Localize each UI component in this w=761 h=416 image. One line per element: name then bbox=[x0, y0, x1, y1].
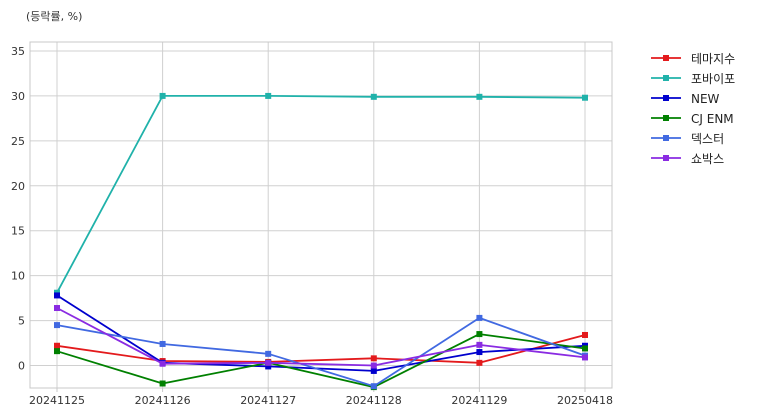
legend-marker bbox=[663, 155, 669, 161]
plot-frame bbox=[29, 41, 613, 389]
data-point bbox=[370, 383, 377, 390]
unit-label: (등락률, %) bbox=[26, 10, 82, 23]
data-point bbox=[54, 348, 60, 355]
data-point bbox=[582, 94, 588, 101]
legend-label: 덱스터 bbox=[691, 132, 724, 146]
legend-marker bbox=[663, 135, 669, 141]
series-line bbox=[56, 95, 586, 294]
data-point bbox=[476, 331, 483, 338]
y-tick-label: 25 bbox=[11, 135, 25, 148]
legend-label: 테마지수 bbox=[691, 52, 735, 66]
data-point bbox=[582, 354, 588, 361]
series-line bbox=[56, 333, 586, 389]
y-tick-label: 5 bbox=[18, 315, 25, 328]
legend-marker bbox=[663, 115, 669, 121]
data-point bbox=[370, 362, 377, 369]
series-line bbox=[56, 316, 586, 388]
legend-label: CJ ENM bbox=[691, 112, 734, 126]
legend-marker bbox=[663, 95, 669, 101]
y-tick-label: 0 bbox=[18, 360, 25, 373]
x-tick-label: 20250418 bbox=[557, 394, 613, 407]
data-point bbox=[476, 341, 483, 348]
series-line bbox=[56, 307, 586, 367]
data-point bbox=[54, 292, 60, 299]
x-tick-label: 20241125 bbox=[29, 394, 85, 407]
data-point bbox=[476, 314, 483, 321]
series-line bbox=[56, 294, 586, 372]
data-point bbox=[265, 92, 272, 99]
data-point bbox=[159, 360, 166, 367]
data-point bbox=[582, 331, 588, 338]
data-point bbox=[582, 345, 588, 352]
x-tick-label: 20241129 bbox=[451, 394, 507, 407]
series-line bbox=[56, 334, 586, 364]
data-point bbox=[265, 363, 272, 370]
x-tick-label: 20241127 bbox=[240, 394, 296, 407]
data-point bbox=[370, 367, 377, 374]
y-tick-label: 35 bbox=[11, 45, 25, 58]
x-tick-label: 20241128 bbox=[346, 394, 402, 407]
data-point bbox=[265, 350, 272, 357]
data-point bbox=[159, 340, 166, 347]
data-point bbox=[476, 359, 483, 366]
x-tick-label: 20241126 bbox=[135, 394, 191, 407]
legend-marker bbox=[663, 75, 669, 81]
data-point bbox=[370, 93, 377, 100]
legend-label: NEW bbox=[691, 92, 720, 106]
data-point bbox=[159, 380, 166, 387]
data-point bbox=[54, 305, 60, 312]
data-point bbox=[159, 92, 166, 99]
data-point bbox=[54, 322, 60, 329]
y-tick-label: 15 bbox=[11, 225, 25, 238]
data-point bbox=[476, 349, 483, 356]
axes: 0 5 10 15 20 25 30 35 20241125 20241126 20241127 20… bbox=[11, 41, 613, 407]
legend-marker bbox=[663, 55, 669, 61]
data-point bbox=[54, 342, 60, 349]
legend-label: 쇼박스 bbox=[691, 152, 724, 166]
y-tick-label: 20 bbox=[11, 180, 25, 193]
y-tick-label: 10 bbox=[11, 270, 25, 283]
data-point bbox=[265, 359, 272, 366]
series-lines bbox=[54, 92, 588, 391]
data-point bbox=[476, 93, 483, 100]
legend-label: 포바이포 bbox=[691, 72, 735, 86]
y-tick-label: 30 bbox=[11, 90, 25, 103]
data-point bbox=[370, 355, 377, 362]
